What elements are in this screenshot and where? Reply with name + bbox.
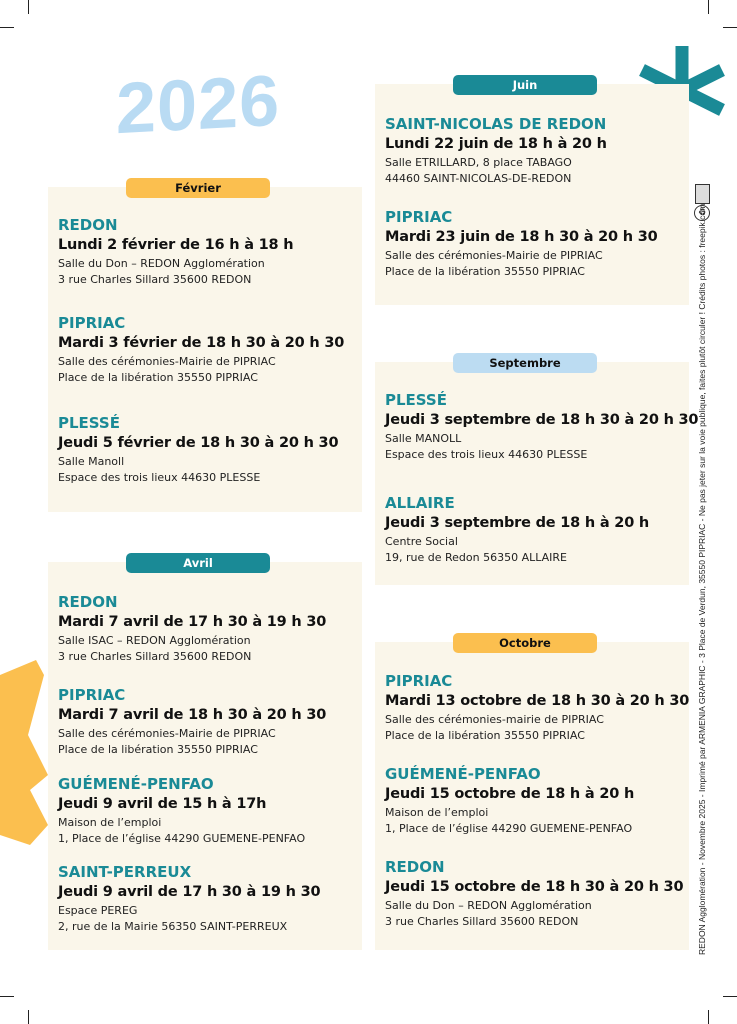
crop-mark	[28, 0, 29, 14]
event-item: GUÉMENÉ-PENFAO Jeudi 9 avril de 15 h à 17…	[58, 775, 305, 847]
event-item: PIPRIAC Mardi 3 février de 18 h 30 à 20 h…	[58, 314, 344, 386]
event-item: REDON Mardi 7 avril de 17 h 30 à 19 h 30 S…	[58, 593, 326, 665]
crop-mark	[28, 1010, 29, 1024]
event-address-line: Salle ISAC – REDON Agglomération	[58, 634, 251, 647]
event-city: REDON	[58, 216, 118, 234]
month-panel-2: SAINT-NICOLAS DE REDON Lundi 22 juin de 1…	[375, 84, 689, 305]
event-address-line: Salle Manoll	[58, 455, 125, 468]
event-date: Lundi 22 juin de 18 h à 20 h	[385, 136, 607, 152]
event-city: SAINT-NICOLAS DE REDON	[385, 115, 607, 133]
event-date: Mardi 3 février de 18 h 30 à 20 h 30	[58, 335, 345, 351]
event-date: Jeudi 9 avril de 15 h à 17h	[58, 796, 267, 812]
print-credits: REDON Agglomération - Novembre 2025 - Im…	[697, 203, 707, 955]
event-address-line: Salle MANOLL	[385, 432, 462, 445]
event-date: Mardi 7 avril de 18 h 30 à 20 h 30	[58, 707, 327, 723]
triman-logo	[695, 184, 710, 204]
event-address-line: Espace des trois lieux 44630 PLESSE	[58, 471, 261, 484]
event-date: Jeudi 5 février de 18 h 30 à 20 h 30	[58, 435, 339, 451]
event-address-line: 3 rue Charles Sillard 35600 REDON	[58, 650, 252, 663]
event-date: Jeudi 3 septembre de 18 h 30 à 20 h 30	[385, 412, 699, 428]
crop-mark	[723, 27, 737, 28]
event-date: Lundi 2 février de 16 h à 18 h	[58, 237, 294, 253]
event-address-line: Place de la libération 35550 PIPRIAC	[58, 371, 258, 384]
event-address-line: Salle des cérémonies-mairie de PIPRIAC	[385, 713, 604, 726]
month-badge: Septembre	[453, 353, 597, 373]
event-item: PLESSÉ Jeudi 3 septembre de 18 h 30 à 20 …	[385, 391, 699, 463]
event-address-line: Espace PEREG	[58, 904, 138, 917]
event-item: GUÉMENÉ-PENFAO Jeudi 15 octobre de 18 h à…	[385, 765, 634, 837]
event-city: PLESSÉ	[58, 414, 120, 432]
crop-mark	[708, 1010, 709, 1024]
event-address-line: 3 rue Charles Sillard 35600 REDON	[385, 915, 579, 928]
event-address-line: Maison de l’emploi	[58, 816, 162, 829]
event-address-line: Place de la libération 35550 PIPRIAC	[385, 729, 585, 742]
event-address-line: Maison de l’emploi	[385, 806, 489, 819]
event-item: PLESSÉ Jeudi 5 février de 18 h 30 à 20 h …	[58, 414, 339, 486]
crop-mark	[0, 996, 14, 997]
event-city: REDON	[58, 593, 118, 611]
event-city: GUÉMENÉ-PENFAO	[385, 765, 541, 783]
event-date: Jeudi 9 avril de 17 h 30 à 19 h 30	[58, 884, 321, 900]
month-panel-0: REDON Lundi 2 février de 16 h à 18 h Salle…	[48, 187, 362, 512]
event-date: Mardi 7 avril de 17 h 30 à 19 h 30	[58, 614, 327, 630]
event-address-line: Place de la libération 35550 PIPRIAC	[385, 265, 585, 278]
event-address-line: Place de la libération 35550 PIPRIAC	[58, 743, 258, 756]
event-item: SAINT-NICOLAS DE REDON Lundi 22 juin de 1…	[385, 115, 607, 187]
event-item: REDON Jeudi 15 octobre de 18 h 30 à 20 h …	[385, 858, 684, 930]
event-item: SAINT-PERREUX Jeudi 9 avril de 17 h 30 à …	[58, 863, 321, 935]
starburst-shape	[0, 660, 48, 845]
event-item: REDON Lundi 2 février de 16 h à 18 h Salle…	[58, 216, 294, 288]
event-address-line: 1, Place de l’église 44290 GUEMENE-PENFA…	[58, 832, 306, 845]
event-address-line: Salle des cérémonies-Mairie de PIPRIAC	[58, 727, 276, 740]
crop-mark	[0, 27, 14, 28]
event-address-line: 44460 SAINT-NICOLAS-DE-REDON	[385, 172, 572, 185]
event-address-line: Salle des cérémonies-Mairie de PIPRIAC	[58, 355, 276, 368]
event-address-line: 3 rue Charles Sillard 35600 REDON	[58, 273, 252, 286]
month-badge: Février	[126, 178, 270, 198]
event-city: PLESSÉ	[385, 391, 447, 409]
year-title: 2026	[116, 60, 281, 150]
event-city: PIPRIAC	[58, 314, 126, 332]
event-city: PIPRIAC	[385, 208, 453, 226]
event-address-line: Espace des trois lieux 44630 PLESSE	[385, 448, 588, 461]
month-panel-4: PIPRIAC Mardi 13 octobre de 18 h 30 à 20 …	[375, 642, 689, 950]
event-date: Mardi 23 juin de 18 h 30 à 20 h 30	[385, 229, 658, 245]
event-date: Jeudi 15 octobre de 18 h 30 à 20 h 30	[385, 879, 684, 895]
event-address-line: 19, rue de Redon 56350 ALLAIRE	[385, 551, 567, 564]
month-panel-1: REDON Mardi 7 avril de 17 h 30 à 19 h 30 S…	[48, 562, 362, 950]
event-date: Jeudi 15 octobre de 18 h à 20 h	[385, 786, 635, 802]
event-city: PIPRIAC	[385, 672, 453, 690]
event-address-line: 2, rue de la Mairie 56350 SAINT-PERREUX	[58, 920, 288, 933]
event-city: GUÉMENÉ-PENFAO	[58, 775, 214, 793]
event-city: PIPRIAC	[58, 686, 126, 704]
event-item: PIPRIAC Mardi 7 avril de 18 h 30 à 20 h 3…	[58, 686, 326, 758]
event-city: ALLAIRE	[385, 494, 455, 512]
event-item: PIPRIAC Mardi 13 octobre de 18 h 30 à 20 …	[385, 672, 689, 744]
crop-mark	[723, 996, 737, 997]
month-badge: Juin	[453, 75, 597, 95]
event-address-line: Salle ETRILLARD, 8 place TABAGO	[385, 156, 572, 169]
event-address-line: Salle du Don – REDON Agglomération	[385, 899, 592, 912]
month-panel-3: PLESSÉ Jeudi 3 septembre de 18 h 30 à 20 …	[375, 362, 699, 585]
event-city: SAINT-PERREUX	[58, 863, 192, 881]
event-date: Mardi 13 octobre de 18 h 30 à 20 h 30	[385, 693, 690, 709]
event-address-line: 1, Place de l’église 44290 GUEMENE-PENFA…	[385, 822, 633, 835]
event-address-line: Salle des cérémonies-Mairie de PIPRIAC	[385, 249, 603, 262]
event-item: PIPRIAC Mardi 23 juin de 18 h 30 à 20 h 3…	[385, 208, 658, 280]
event-city: REDON	[385, 858, 445, 876]
crop-mark	[708, 0, 709, 14]
month-badge: Octobre	[453, 633, 597, 653]
event-address-line: Salle du Don – REDON Agglomération	[58, 257, 265, 270]
event-address-line: Centre Social	[385, 535, 458, 548]
month-badge: Avril	[126, 553, 270, 573]
recycle-icon: ♻	[694, 205, 710, 221]
event-date: Jeudi 3 septembre de 18 h à 20 h	[385, 515, 650, 531]
event-item: ALLAIRE Jeudi 3 septembre de 18 h à 20 h C…	[385, 494, 649, 566]
